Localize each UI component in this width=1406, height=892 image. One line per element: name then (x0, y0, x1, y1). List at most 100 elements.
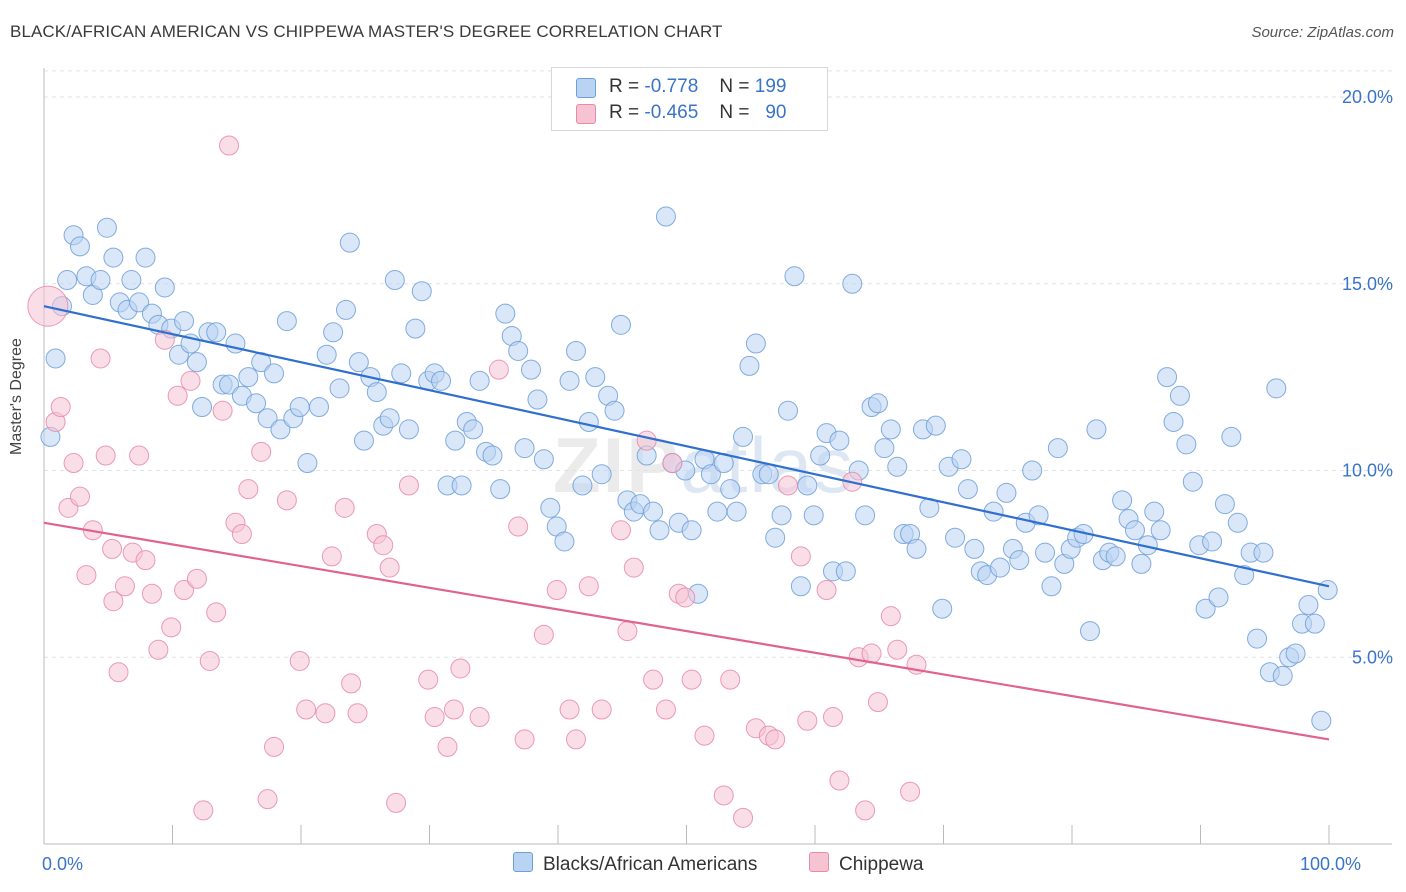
point-blacks (186, 352, 207, 373)
series-label-chippewa: Chippewa (839, 854, 924, 875)
point-blacks (398, 419, 419, 440)
point-blacks (585, 367, 606, 388)
point-chippewa (437, 736, 458, 757)
trend-line-chippewa (43, 521, 1330, 741)
point-chippewa (251, 441, 272, 462)
point-blacks (103, 247, 124, 268)
point-chippewa (816, 580, 837, 601)
point-blacks (1221, 426, 1242, 447)
legend-swatch-chippewa (576, 104, 596, 124)
point-blacks (129, 292, 150, 313)
point-blacks (835, 561, 856, 582)
point-blacks (784, 266, 805, 287)
point-chippewa (443, 699, 464, 720)
point-blacks (451, 475, 472, 496)
point-blacks (431, 370, 452, 391)
series-label-blacks: Blacks/African Americans (543, 854, 758, 875)
point-blacks (1285, 643, 1306, 664)
point-blacks (1202, 531, 1223, 552)
point-chippewa (114, 576, 135, 597)
point-blacks (797, 475, 818, 496)
point-chippewa (488, 359, 509, 380)
point-blacks (540, 497, 561, 518)
series-swatch-chippewa (809, 852, 829, 872)
point-chippewa (398, 475, 419, 496)
point-blacks (720, 479, 741, 500)
point-blacks (335, 299, 356, 320)
point-blacks (219, 374, 240, 395)
point-chippewa (778, 475, 799, 496)
point-blacks (508, 340, 529, 361)
tick-labels: 5.0% 10.0% 15.0% 20.0% 0.0% 100.0% (42, 87, 1393, 874)
point-chippewa (765, 729, 786, 750)
point-blacks (1195, 598, 1216, 619)
point-chippewa (63, 453, 84, 474)
point-chippewa (681, 669, 702, 690)
point-blacks (238, 367, 259, 388)
point-chippewa (797, 710, 818, 731)
point-blacks (411, 281, 432, 302)
point-blacks (276, 311, 297, 332)
trend-lines (43, 305, 1330, 741)
point-chippewa (713, 785, 734, 806)
point-blacks (445, 430, 466, 451)
point-chippewa (276, 490, 297, 511)
point-blacks (206, 322, 227, 343)
legend-n-label: N = (719, 76, 750, 97)
point-blacks (880, 419, 901, 440)
point-chippewa (219, 135, 240, 156)
point-chippewa (95, 445, 116, 466)
point-blacks (855, 505, 876, 526)
point-blacks (572, 475, 593, 496)
point-blacks (1182, 471, 1203, 492)
series-legend-blacks: Blacks/African Americans (513, 852, 757, 876)
point-blacks (1041, 576, 1062, 597)
point-blacks (1234, 565, 1255, 586)
point-blacks (681, 520, 702, 541)
point-blacks (1105, 546, 1126, 567)
point-blacks (57, 270, 78, 291)
point-chippewa (167, 385, 188, 406)
point-chippewa (694, 725, 715, 746)
legend-r-label: R = (609, 102, 640, 123)
point-chippewa (238, 479, 259, 500)
point-blacks (405, 318, 426, 339)
legend-n-value: 90 (765, 102, 787, 123)
point-blacks (366, 382, 387, 403)
point-blacks (1131, 553, 1152, 574)
point-blacks (391, 363, 412, 384)
point-blacks (932, 598, 953, 619)
point-blacks (174, 311, 195, 332)
point-blacks (1035, 542, 1056, 563)
point-chippewa (720, 669, 741, 690)
point-blacks (790, 576, 811, 597)
point-blacks (591, 464, 612, 485)
point-blacks (610, 314, 631, 335)
point-blacks (1272, 665, 1293, 686)
point-blacks (726, 501, 747, 522)
point-blacks (604, 400, 625, 421)
point-blacks (1124, 520, 1145, 541)
point-chippewa (186, 568, 207, 589)
point-chippewa (264, 736, 285, 757)
point-chippewa (212, 400, 233, 421)
point-blacks (951, 449, 972, 470)
point-blacks (469, 370, 490, 391)
point-blacks (45, 348, 66, 369)
point-chippewa (559, 699, 580, 720)
point-blacks (758, 464, 779, 485)
point-chippewa (623, 557, 644, 578)
legend-text: R = -0.778 N = 199 (609, 76, 786, 98)
point-blacks (323, 322, 344, 343)
point-chippewa (533, 624, 554, 645)
point-chippewa (102, 538, 123, 559)
point-blacks (1028, 505, 1049, 526)
point-chippewa (174, 580, 195, 601)
point-chippewa (450, 658, 471, 679)
point-blacks (945, 527, 966, 548)
point-chippewa (643, 669, 664, 690)
point-blacks (554, 531, 575, 552)
point-blacks (495, 303, 516, 324)
point-blacks (90, 270, 111, 291)
